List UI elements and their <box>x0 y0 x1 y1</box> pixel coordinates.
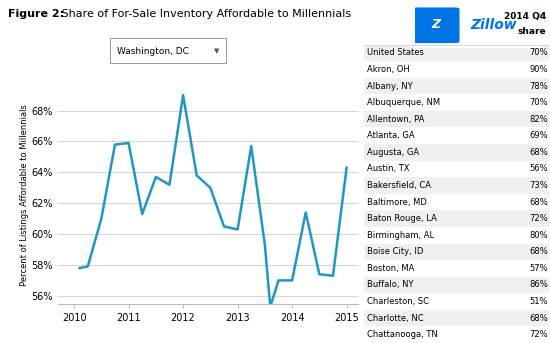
Text: 80%: 80% <box>529 231 548 240</box>
Text: 86%: 86% <box>529 281 548 289</box>
Text: Bakersfield, CA: Bakersfield, CA <box>367 181 431 190</box>
Text: ®: ® <box>537 14 543 19</box>
Text: 68%: 68% <box>529 247 548 256</box>
Text: 72%: 72% <box>529 330 548 339</box>
Text: Birmingham, AL: Birmingham, AL <box>367 231 434 240</box>
Text: 82%: 82% <box>529 115 548 124</box>
Text: Allentown, PA: Allentown, PA <box>367 115 424 124</box>
Text: 70%: 70% <box>529 98 548 107</box>
Text: 73%: 73% <box>529 181 548 190</box>
Text: 68%: 68% <box>529 314 548 323</box>
Text: Figure 2:: Figure 2: <box>8 9 64 19</box>
Text: ▼: ▼ <box>213 48 219 54</box>
Y-axis label: Percent of Listings Affordable to Millennials: Percent of Listings Affordable to Millen… <box>20 105 29 286</box>
Text: 68%: 68% <box>529 198 548 206</box>
Text: 57%: 57% <box>529 264 548 273</box>
Text: Baton Rouge, LA: Baton Rouge, LA <box>367 214 437 223</box>
Text: Zillow: Zillow <box>470 18 517 32</box>
Text: Boston, MA: Boston, MA <box>367 264 414 273</box>
Text: 56%: 56% <box>529 164 548 174</box>
Text: Washington, DC: Washington, DC <box>117 47 189 56</box>
Text: Albany, NY: Albany, NY <box>367 82 412 91</box>
Text: 90%: 90% <box>529 65 548 74</box>
Text: Augusta, GA: Augusta, GA <box>367 148 419 157</box>
Text: Charlotte, NC: Charlotte, NC <box>367 314 424 323</box>
Text: 70%: 70% <box>529 48 548 57</box>
Text: Akron, OH: Akron, OH <box>367 65 410 74</box>
Text: Boise City, ID: Boise City, ID <box>367 247 424 256</box>
Text: Atlanta, GA: Atlanta, GA <box>367 131 415 140</box>
Text: 68%: 68% <box>529 148 548 157</box>
Text: Charleston, SC: Charleston, SC <box>367 297 429 306</box>
Text: United States: United States <box>367 48 424 57</box>
Text: 2014 Q4: 2014 Q4 <box>504 12 546 21</box>
Text: 69%: 69% <box>529 131 548 140</box>
Text: Buffalo, NY: Buffalo, NY <box>367 281 414 289</box>
Text: 78%: 78% <box>529 82 548 91</box>
Text: Share of For-Sale Inventory Affordable to Millennials: Share of For-Sale Inventory Affordable t… <box>58 9 351 19</box>
Text: Austin, TX: Austin, TX <box>367 164 409 174</box>
Text: Albuquerque, NM: Albuquerque, NM <box>367 98 440 107</box>
Text: Baltimore, MD: Baltimore, MD <box>367 198 427 206</box>
Text: 51%: 51% <box>529 297 548 306</box>
Text: Chattanooga, TN: Chattanooga, TN <box>367 330 438 339</box>
FancyBboxPatch shape <box>411 8 459 43</box>
Text: Z: Z <box>431 18 440 31</box>
Text: share: share <box>518 27 546 36</box>
Text: 72%: 72% <box>529 214 548 223</box>
